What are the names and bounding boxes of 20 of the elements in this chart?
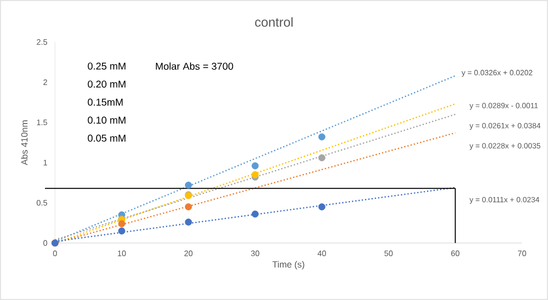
annotation: 0.25 mM: [88, 62, 126, 70]
point: [252, 210, 259, 218]
point: [252, 171, 259, 178]
y-axis-title: Abs 410nm: [20, 120, 28, 166]
annotation: 0.15mM: [88, 98, 123, 106]
annotation: Molar Abs = 3700: [156, 62, 234, 70]
point: [184, 218, 192, 226]
point: [252, 162, 259, 170]
point: [318, 203, 326, 210]
annotation: 0.05 mM: [88, 134, 126, 142]
point: [118, 227, 126, 234]
point: [318, 133, 326, 140]
annotation: 0.20 mM: [88, 80, 126, 88]
x-axis-title: Time (s): [272, 261, 304, 270]
chart-title: control: [255, 17, 293, 27]
point: [184, 203, 192, 210]
point: [118, 220, 126, 228]
annotation: 0.10 mM: [88, 116, 126, 124]
point: [184, 182, 192, 189]
point: [318, 154, 326, 162]
